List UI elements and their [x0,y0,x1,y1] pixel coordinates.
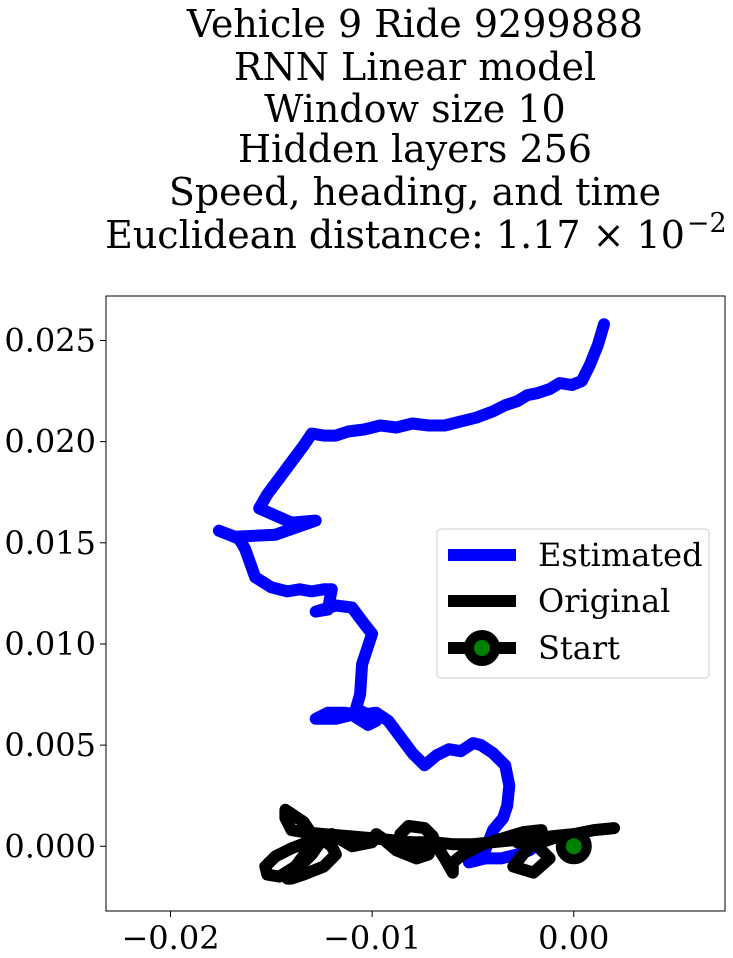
legend-box [436,528,710,679]
x-axis: −0.02 −0.01 0.00 [121,911,609,957]
title-line-3: Window size 10 [264,87,565,131]
title-line-5: Speed, heading, and time [169,170,661,214]
legend-label-start: Start [538,629,620,667]
legend-marker-start [464,630,500,666]
axes-frame [105,295,726,912]
title-exponent: −2 [687,208,727,239]
y-tick-label: 0.025 [4,322,96,360]
legend: Estimated Original Start [436,528,710,679]
title-line-6: Euclidean distance: 1.17 × 10 [105,213,685,257]
start-marker [555,828,592,865]
legend-label-original: Original [538,582,670,620]
series-layer [212,318,621,885]
y-tick-label: 0.000 [4,827,96,865]
y-tick-label: 0.010 [4,625,96,663]
legend-label-estimated: Estimated [538,536,703,574]
title-line-1: Vehicle 9 Ride 9299888 [186,2,643,46]
y-axis: 0.000 0.005 0.010 0.015 0.020 0.025 [4,322,106,865]
series-line-estimated [212,318,610,869]
y-tick-label: 0.020 [4,423,96,461]
y-tick-label: 0.015 [4,524,96,562]
title-line-2: RNN Linear model [234,45,596,89]
title-line-4: Hidden layers 256 [238,127,592,171]
x-tick-label: −0.02 [121,919,219,957]
x-tick-label: −0.01 [323,919,421,957]
x-tick-label: 0.00 [538,919,609,957]
series-line-original [259,803,621,885]
y-tick-label: 0.005 [4,726,96,764]
